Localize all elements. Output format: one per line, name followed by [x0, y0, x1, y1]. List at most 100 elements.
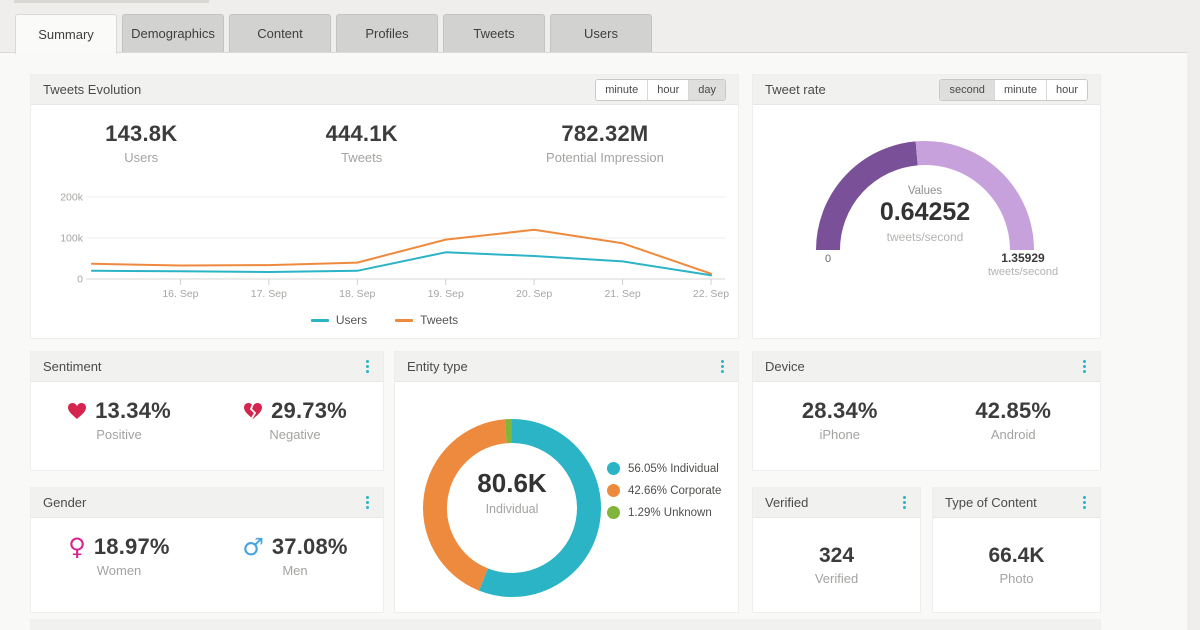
- gauge-values-label: Values: [907, 185, 943, 197]
- impression-stat: 782.32M Potential Impression: [546, 121, 664, 181]
- donut-legend: 56.05% Individual 42.66% Corporate 1.29%…: [607, 462, 721, 528]
- legend-individual-label: 56.05% Individual: [628, 462, 719, 475]
- svg-text:200k: 200k: [60, 192, 84, 204]
- positive-value: 13.34%: [95, 398, 171, 423]
- tab-profiles[interactable]: Profiles: [336, 14, 438, 52]
- entity-type-donut-chart: [423, 418, 601, 597]
- kebab-menu-icon[interactable]: [1081, 492, 1088, 513]
- users-label: Users: [124, 150, 159, 165]
- photo-value: 66.4K: [988, 544, 1045, 567]
- screenshot-edge-artifact: [14, 0, 209, 3]
- svg-text:0: 0: [77, 274, 83, 286]
- men-label: Men: [282, 563, 308, 578]
- rate-interval-toggle: second minute hour: [939, 78, 1088, 101]
- svg-text:18. Sep: 18. Sep: [339, 288, 375, 300]
- men-value: 37.08%: [271, 534, 348, 559]
- tab-demographics[interactable]: Demographics: [122, 14, 224, 52]
- donut-center-label: Individual: [485, 502, 539, 516]
- negative-value: 29.73%: [271, 398, 347, 423]
- minute-toggle-button[interactable]: minute: [993, 79, 1046, 100]
- sentiment-panel: Sentiment 13.34% Positive 29.73% Negativ…: [31, 352, 383, 470]
- line-chart-legend: Users Tweets: [31, 313, 738, 327]
- second-toggle-button[interactable]: second: [940, 79, 994, 100]
- gauge-min-label: 0: [824, 253, 832, 265]
- tab-tweets[interactable]: Tweets: [443, 14, 545, 52]
- impression-label: Potential Impression: [546, 150, 664, 165]
- svg-text:21. Sep: 21. Sep: [604, 288, 640, 300]
- kebab-menu-icon[interactable]: [364, 492, 371, 513]
- hour-toggle-button[interactable]: hour: [1045, 79, 1087, 100]
- individual-swatch: [607, 462, 620, 475]
- iphone-label: iPhone: [819, 427, 860, 442]
- tab-summary[interactable]: Summary: [15, 14, 117, 54]
- tweet-rate-gauge: [816, 141, 1034, 251]
- legend-users-label: Users: [335, 313, 368, 327]
- verified-value: 324: [818, 544, 855, 567]
- panel-title: Gender: [43, 495, 87, 510]
- kebab-menu-icon[interactable]: [364, 356, 371, 377]
- users-value: 143.8K: [105, 121, 178, 146]
- women-label: Women: [96, 563, 142, 578]
- tab-users[interactable]: Users: [550, 14, 652, 52]
- svg-text:100k: 100k: [60, 233, 84, 245]
- panel-title: Verified: [765, 495, 809, 510]
- tweet-rate-panel: Tweet rate second minute hour Values 0.6…: [753, 75, 1100, 338]
- corporate-swatch: [607, 484, 620, 497]
- gender-panel: Gender ♀ 18.97% Women ♂ 37.08% Men: [31, 488, 383, 612]
- kebab-menu-icon[interactable]: [901, 492, 908, 513]
- next-panel-header-cutoff: [31, 620, 1100, 630]
- hour-toggle-button[interactable]: hour: [647, 79, 689, 100]
- svg-text:20. Sep: 20. Sep: [516, 288, 552, 300]
- evolution-interval-toggle: minute hour day: [595, 78, 726, 101]
- device-header: Device: [753, 352, 1100, 382]
- gauge-value: 0.64252: [879, 198, 971, 226]
- kebab-menu-icon[interactable]: [1081, 356, 1088, 377]
- tweets-evolution-panel: Tweets Evolution minute hour day 143.8K …: [31, 75, 738, 338]
- male-icon: ♂: [242, 533, 264, 561]
- entity-type-panel: Entity type 80.6K Individual 56.05% Indi…: [395, 352, 738, 612]
- women-value: 18.97%: [93, 534, 170, 559]
- users-series-swatch: [310, 318, 329, 322]
- iphone-value: 28.34%: [801, 398, 878, 423]
- panel-title: Tweets Evolution: [43, 82, 142, 97]
- women-stat: ♀ 18.97% Women: [31, 534, 207, 612]
- heart-icon: [68, 403, 87, 419]
- panel-title: Entity type: [407, 359, 468, 374]
- gauge-max-label: 1.35929: [1001, 251, 1045, 265]
- legend-corporate-label: 42.66% Corporate: [628, 484, 722, 497]
- gauge-max-unit: tweets/second: [987, 266, 1059, 278]
- men-stat: ♂ 37.08% Men: [207, 534, 383, 612]
- day-toggle-button[interactable]: day: [688, 79, 725, 100]
- panel-title: Sentiment: [43, 359, 102, 374]
- negative-label: Negative: [269, 427, 321, 442]
- broken-heart-icon: [244, 403, 263, 419]
- type-of-content-panel: Type of Content 66.4K Photo: [933, 488, 1100, 612]
- tweets-series-swatch: [395, 318, 414, 322]
- svg-text:19. Sep: 19. Sep: [428, 288, 464, 300]
- minute-toggle-button[interactable]: minute: [596, 79, 648, 100]
- tweets-stat: 444.1K Tweets: [326, 121, 398, 181]
- legend-users: Users: [310, 313, 368, 327]
- device-panel: Device 28.34% iPhone 42.85% Android: [753, 352, 1100, 470]
- iphone-stat: 28.34% iPhone: [753, 398, 927, 470]
- legend-tweets-label: Tweets: [420, 313, 459, 327]
- kebab-menu-icon[interactable]: [719, 356, 726, 377]
- tab-bar: Summary Demographics Content Profiles Tw…: [15, 14, 652, 54]
- tweets-label: Tweets: [341, 150, 383, 165]
- positive-label: Positive: [96, 427, 142, 442]
- android-stat: 42.85% Android: [927, 398, 1101, 470]
- donut-center-value: 80.6K: [477, 468, 547, 498]
- tweets-evolution-line-chart: 0 100k 200k 16. Sep 17. Sep 18. Sep 19. Sep 20.…: [60, 192, 729, 301]
- legend-unknown-label: 1.29% Unknown: [628, 506, 712, 519]
- panel-title: Tweet rate: [765, 82, 826, 97]
- panel-title: Type of Content: [945, 495, 1037, 510]
- evolution-stats: 143.8K Users 444.1K Tweets 782.32M Poten…: [31, 105, 738, 181]
- gender-header: Gender: [31, 488, 383, 518]
- android-value: 42.85%: [975, 398, 1052, 423]
- unknown-swatch: [607, 506, 620, 519]
- type-of-content-header: Type of Content: [933, 488, 1100, 518]
- tab-content[interactable]: Content: [229, 14, 331, 52]
- tweet-rate-header: Tweet rate second minute hour: [753, 75, 1100, 105]
- verified-panel: Verified 324 Verified: [753, 488, 920, 612]
- entity-type-header: Entity type: [395, 352, 738, 382]
